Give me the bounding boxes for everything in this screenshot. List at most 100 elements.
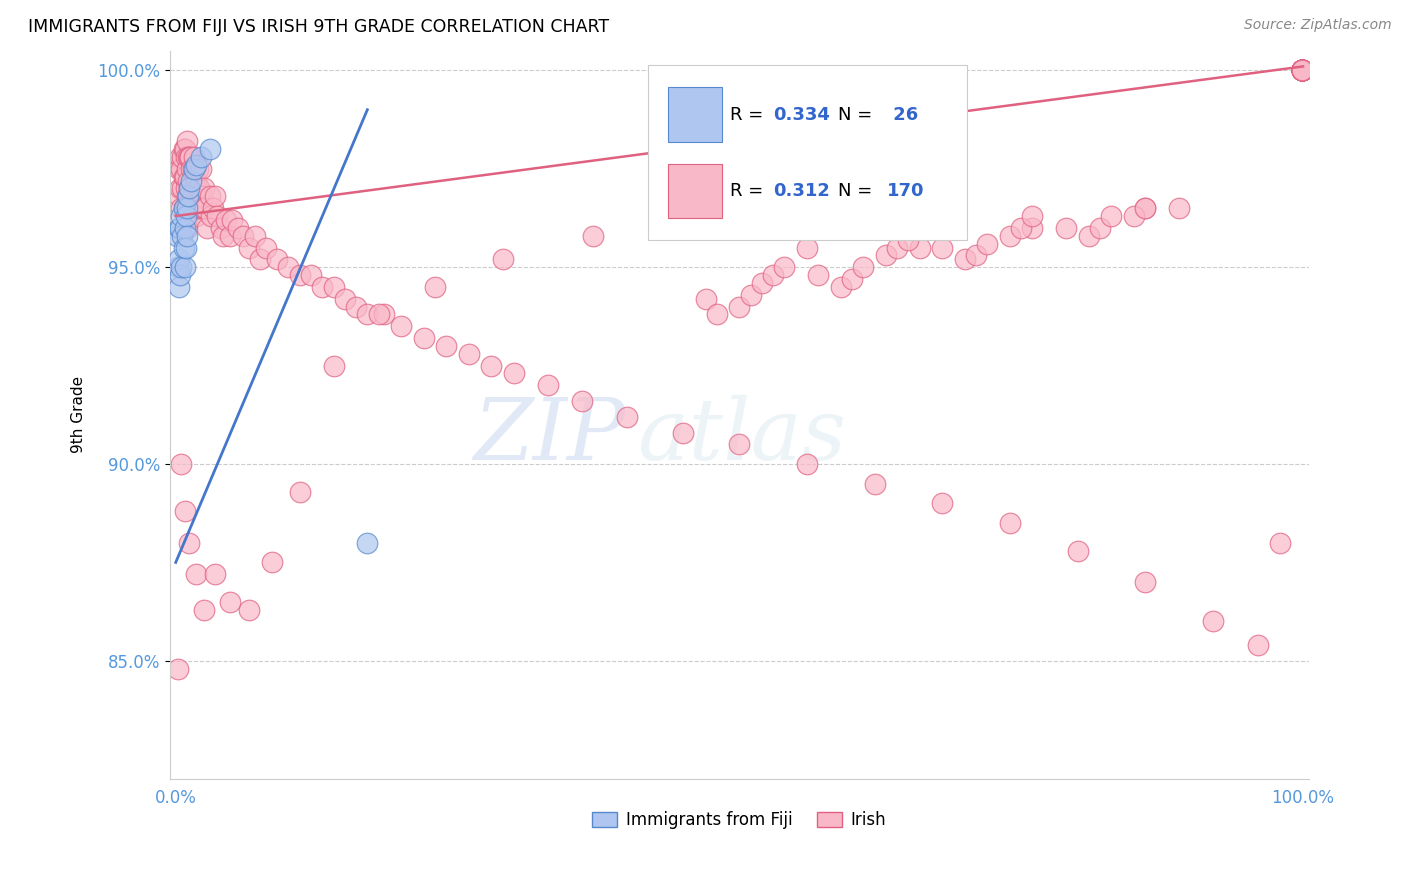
Text: Source: ZipAtlas.com: Source: ZipAtlas.com (1244, 18, 1392, 32)
Point (176, 189, 198, 203)
FancyBboxPatch shape (648, 65, 967, 240)
Point (1122, 209, 1144, 223)
Point (288, 268, 311, 282)
Point (238, 240, 260, 254)
Point (173, 169, 195, 184)
Point (1247, 638, 1270, 652)
Point (1291, 63, 1313, 78)
Text: N =: N = (838, 106, 879, 124)
Point (1291, 63, 1313, 78)
Point (193, 602, 215, 616)
Point (169, 220, 191, 235)
Point (1291, 63, 1313, 78)
Point (184, 567, 207, 582)
Point (238, 602, 260, 616)
Point (288, 484, 311, 499)
Point (260, 556, 283, 570)
Point (434, 339, 457, 353)
Point (356, 535, 378, 549)
Point (830, 280, 852, 294)
Point (953, 252, 976, 267)
Point (1291, 63, 1313, 78)
Point (167, 662, 190, 676)
Point (277, 260, 299, 275)
Point (179, 150, 201, 164)
Point (1291, 63, 1313, 78)
Point (190, 189, 212, 203)
Point (1135, 575, 1157, 590)
Point (457, 347, 479, 361)
Point (183, 150, 205, 164)
Point (728, 300, 751, 314)
Point (183, 181, 205, 195)
Point (796, 189, 818, 203)
Point (479, 359, 502, 373)
Point (173, 240, 195, 254)
Point (212, 228, 235, 243)
Point (863, 476, 886, 491)
Text: 170: 170 (887, 182, 925, 200)
Text: atlas: atlas (637, 395, 846, 478)
Text: IMMIGRANTS FROM FIJI VS IRISH 9TH GRADE CORRELATION CHART: IMMIGRANTS FROM FIJI VS IRISH 9TH GRADE … (28, 18, 609, 36)
Text: N =: N = (838, 182, 879, 200)
Point (1291, 63, 1313, 78)
Point (174, 209, 197, 223)
Point (215, 213, 238, 227)
Point (179, 181, 201, 195)
Point (169, 150, 191, 164)
Point (367, 307, 389, 321)
Point (169, 181, 191, 195)
Point (179, 150, 201, 164)
Point (1291, 63, 1313, 78)
Y-axis label: 9th Grade: 9th Grade (72, 376, 86, 453)
Point (226, 220, 249, 235)
Point (201, 201, 224, 215)
Point (672, 425, 695, 440)
Point (299, 268, 322, 282)
Legend: Immigrants from Fiji, Irish: Immigrants from Fiji, Irish (586, 805, 893, 836)
Point (167, 252, 190, 267)
Point (204, 189, 226, 203)
Point (167, 189, 190, 203)
Point (728, 437, 751, 451)
Point (190, 201, 212, 215)
Point (172, 228, 194, 243)
Point (852, 260, 875, 275)
Point (173, 201, 195, 215)
Point (209, 220, 232, 235)
Point (875, 248, 897, 262)
Point (190, 161, 212, 176)
Point (179, 535, 201, 549)
Point (170, 201, 193, 215)
Point (1270, 535, 1292, 549)
Point (503, 367, 526, 381)
Point (1135, 201, 1157, 215)
Point (177, 150, 200, 164)
Text: R =: R = (730, 106, 769, 124)
Point (198, 189, 221, 203)
Point (190, 150, 212, 164)
Point (187, 201, 209, 215)
Point (1291, 63, 1313, 78)
Point (491, 252, 513, 267)
Point (1291, 63, 1313, 78)
Point (179, 181, 201, 195)
Point (1291, 63, 1313, 78)
Point (1291, 63, 1313, 78)
Point (173, 201, 195, 215)
Point (188, 181, 211, 195)
Point (180, 173, 202, 187)
Point (1066, 543, 1088, 558)
Point (841, 272, 863, 286)
Point (181, 189, 204, 203)
Point (173, 220, 195, 235)
Point (249, 252, 271, 267)
Point (176, 201, 198, 215)
Point (173, 201, 195, 215)
Point (322, 280, 344, 294)
Point (796, 457, 818, 471)
Point (173, 504, 195, 518)
Point (751, 276, 773, 290)
Point (177, 209, 200, 223)
Point (170, 260, 193, 275)
